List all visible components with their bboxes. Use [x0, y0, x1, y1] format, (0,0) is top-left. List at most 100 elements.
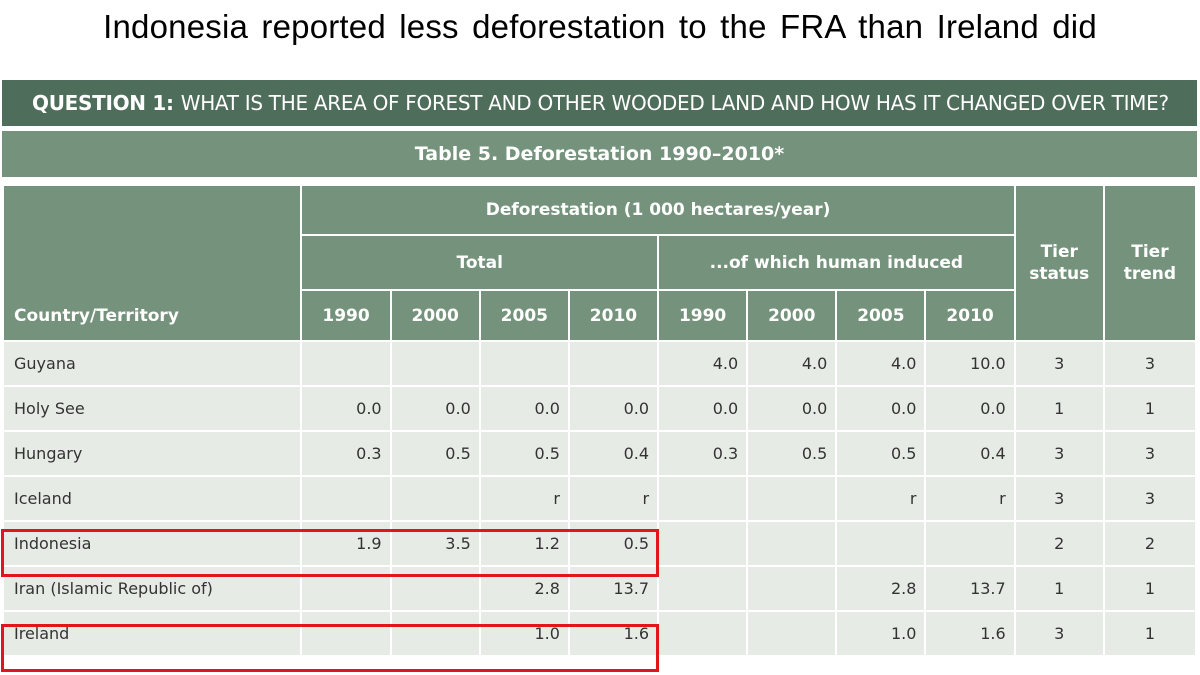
tier-trend-cell: 1 [1102, 565, 1198, 612]
country-cell: Holy See [1, 385, 303, 432]
tier-trend-cell: 3 [1102, 475, 1198, 522]
human-value-cell [657, 565, 749, 612]
country-cell: Iceland [1, 475, 303, 522]
total-value-cell: 0.5 [478, 430, 570, 477]
human-value-cell: 1.0 [835, 610, 927, 657]
year-header-total-2005: 2005 [478, 289, 570, 342]
total-value-cell [478, 340, 570, 387]
country-cell: Indonesia [1, 520, 303, 567]
column-group-total: Total [300, 234, 660, 291]
human-value-cell: 1.6 [924, 610, 1016, 657]
table-title: Table 5. Deforestation 1990–2010* [2, 131, 1197, 177]
total-value-cell [300, 610, 392, 657]
table-row: Holy See 0.0 0.0 0.0 0.0 0.0 0.0 0.0 0.0 1 1 [1, 385, 1198, 432]
total-value-cell [300, 340, 392, 387]
tier-status-line-2: status [1029, 264, 1090, 284]
total-value-cell [389, 565, 481, 612]
human-value-cell: 4.0 [835, 340, 927, 387]
total-value-cell: r [567, 475, 660, 522]
column-header-tier-trend: Tier trend [1102, 184, 1198, 342]
tier-trend-line-2: trend [1123, 264, 1177, 284]
column-header-country: Country/Territory [1, 184, 303, 342]
year-header-human-2000: 2000 [746, 289, 838, 342]
question-number: QUESTION 1: [32, 91, 174, 115]
tier-trend-cell: 3 [1102, 340, 1198, 387]
tier-trend-line-1: Tier [1131, 242, 1169, 262]
total-value-cell: 0.5 [389, 430, 481, 477]
tier-status-cell: 2 [1013, 520, 1105, 567]
year-header-human-2005: 2005 [835, 289, 927, 342]
human-value-cell [746, 520, 838, 567]
year-header-human-1990: 1990 [657, 289, 749, 342]
human-value-cell: 0.5 [835, 430, 927, 477]
tier-status-cell: 1 [1013, 385, 1105, 432]
tier-status-cell: 3 [1013, 430, 1105, 477]
total-value-cell: 0.0 [300, 385, 392, 432]
column-group-deforestation: Deforestation (1 000 hectares/year) [300, 184, 1016, 236]
human-value-cell: 13.7 [924, 565, 1016, 612]
total-value-cell: 1.2 [478, 520, 570, 567]
year-header-human-2010: 2010 [924, 289, 1016, 342]
total-value-cell: 1.9 [300, 520, 392, 567]
total-value-cell: 1.6 [567, 610, 660, 657]
human-value-cell [924, 520, 1016, 567]
tier-trend-cell: 2 [1102, 520, 1198, 567]
column-group-human-induced: ...of which human induced [657, 234, 1016, 291]
total-value-cell [567, 340, 660, 387]
total-value-cell: 0.5 [567, 520, 660, 567]
table-row: Iran (Islamic Republic of) 2.8 13.7 2.8 13.7… [1, 565, 1198, 612]
country-cell: Hungary [1, 430, 303, 477]
human-value-cell [657, 475, 749, 522]
total-value-cell: 13.7 [567, 565, 660, 612]
human-value-cell [746, 565, 838, 612]
tier-status-cell: 1 [1013, 565, 1105, 612]
tier-status-cell: 3 [1013, 475, 1105, 522]
human-value-cell: 4.0 [657, 340, 749, 387]
country-cell: Guyana [1, 340, 303, 387]
table-row: Indonesia 1.9 3.5 1.2 0.5 2 2 [1, 520, 1198, 567]
deforestation-table: Country/Territory Deforestation (1 000 h… [1, 184, 1198, 657]
tier-trend-cell: 1 [1102, 385, 1198, 432]
human-value-cell [657, 520, 749, 567]
total-value-cell: 0.0 [389, 385, 481, 432]
total-value-cell [300, 475, 392, 522]
total-value-cell: r [478, 475, 570, 522]
table-row: Ireland 1.0 1.6 1.0 1.6 3 1 [1, 610, 1198, 657]
human-value-cell: 0.0 [746, 385, 838, 432]
country-cell: Iran (Islamic Republic of) [1, 565, 303, 612]
human-value-cell [746, 475, 838, 522]
table-row: Guyana 4.0 4.0 4.0 10.0 3 3 [1, 340, 1198, 387]
tier-status-line-1: Tier [1040, 242, 1078, 262]
year-header-total-2000: 2000 [389, 289, 481, 342]
total-value-cell: 1.0 [478, 610, 570, 657]
human-value-cell: 0.4 [924, 430, 1016, 477]
tier-status-cell: 3 [1013, 610, 1105, 657]
total-value-cell: 0.3 [300, 430, 392, 477]
human-value-cell: 0.0 [924, 385, 1016, 432]
human-value-cell: 10.0 [924, 340, 1016, 387]
human-value-cell [835, 520, 927, 567]
question-text: WHAT IS THE AREA OF FOREST AND OTHER WOO… [180, 91, 1169, 115]
human-value-cell [746, 610, 838, 657]
total-value-cell: 2.8 [478, 565, 570, 612]
column-header-tier-status: Tier status [1013, 184, 1105, 342]
question-banner: QUESTION 1: WHAT IS THE AREA OF FOREST A… [2, 80, 1197, 126]
tier-trend-cell: 3 [1102, 430, 1198, 477]
total-value-cell [389, 610, 481, 657]
table-row: Iceland r r r r 3 3 [1, 475, 1198, 522]
human-value-cell: 0.0 [835, 385, 927, 432]
human-value-cell: 2.8 [835, 565, 927, 612]
country-cell: Ireland [1, 610, 303, 657]
total-value-cell [300, 565, 392, 612]
slide-title: Indonesia reported less deforestation to… [103, 8, 1097, 45]
table-row: Hungary 0.3 0.5 0.5 0.4 0.3 0.5 0.5 0.4 3 3 [1, 430, 1198, 477]
human-value-cell [657, 610, 749, 657]
total-value-cell: 0.0 [478, 385, 570, 432]
year-header-total-2010: 2010 [567, 289, 660, 342]
year-header-total-1990: 1990 [300, 289, 392, 342]
total-value-cell: 3.5 [389, 520, 481, 567]
total-value-cell [389, 475, 481, 522]
total-value-cell: 0.4 [567, 430, 660, 477]
total-value-cell: 0.0 [567, 385, 660, 432]
total-value-cell [389, 340, 481, 387]
